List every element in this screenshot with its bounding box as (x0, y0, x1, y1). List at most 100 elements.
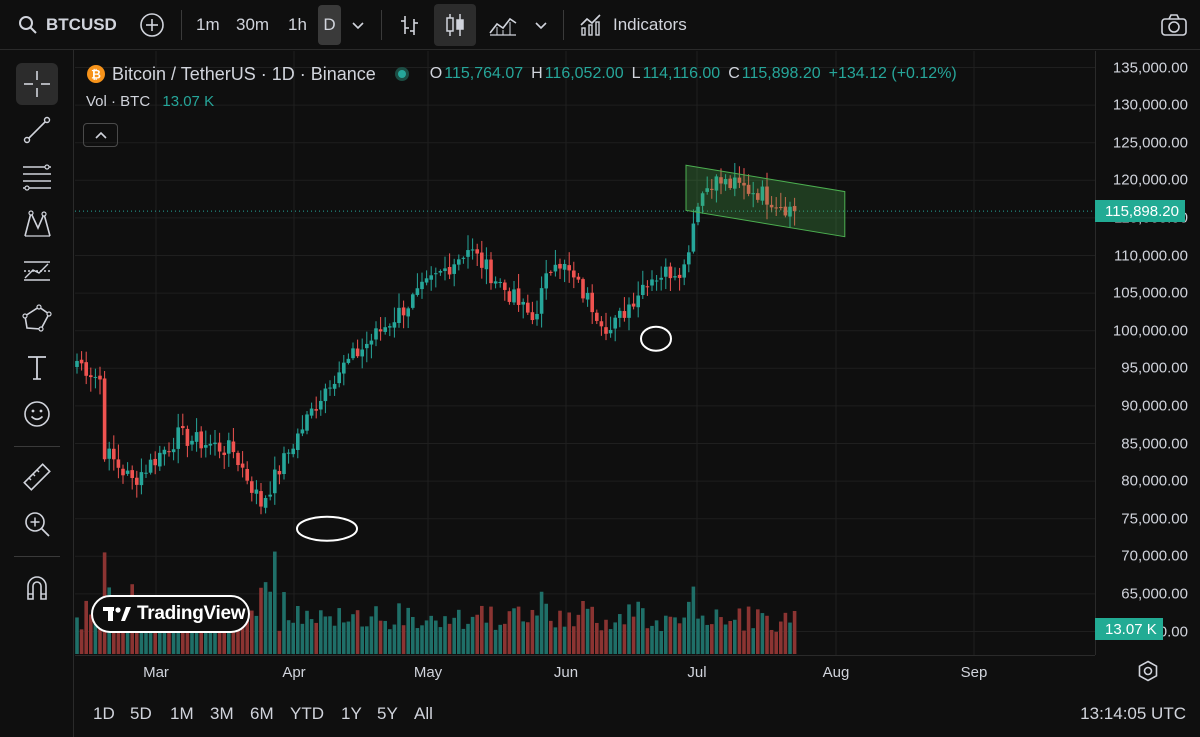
candle-body[interactable] (342, 362, 346, 374)
parallel-channel-drawing[interactable] (685, 164, 846, 238)
candle-body[interactable] (130, 470, 134, 479)
candle-body[interactable] (98, 375, 102, 380)
candle-body[interactable] (148, 459, 153, 473)
candle-body[interactable] (388, 326, 392, 328)
candle-body[interactable] (631, 303, 636, 307)
candle-body[interactable] (158, 452, 162, 467)
candle-body[interactable] (369, 340, 374, 345)
range-all[interactable]: All (414, 704, 433, 723)
candle-body[interactable] (751, 193, 755, 195)
zoom-tool[interactable] (16, 503, 58, 545)
range-1y[interactable]: 1Y (341, 704, 362, 723)
candle-body[interactable] (171, 449, 176, 453)
volume-legend[interactable]: Vol · BTC 13.07 K (86, 93, 214, 110)
pattern-tool[interactable] (16, 203, 58, 245)
candle-body[interactable] (75, 360, 79, 367)
candle-body[interactable] (553, 264, 558, 272)
candle-body[interactable] (121, 468, 125, 476)
candle-body[interactable] (710, 188, 714, 190)
candle-body[interactable] (194, 432, 199, 442)
candle-body[interactable] (618, 310, 622, 318)
candle-body[interactable] (319, 400, 323, 410)
candle-body[interactable] (650, 279, 654, 286)
candle-body[interactable] (79, 359, 84, 364)
candle-body[interactable] (282, 453, 286, 475)
candle-body[interactable] (636, 295, 640, 308)
candle-body[interactable] (539, 288, 544, 314)
candle-body[interactable] (622, 311, 627, 318)
range-1d[interactable]: 1D (93, 704, 115, 723)
candle-body[interactable] (512, 289, 516, 303)
candle-body[interactable] (204, 445, 208, 448)
candle-body[interactable] (470, 249, 475, 251)
candle-body[interactable] (415, 288, 420, 295)
candle-body[interactable] (153, 458, 157, 466)
candle-body[interactable] (139, 472, 144, 486)
candle-body[interactable] (581, 279, 585, 299)
candle-body[interactable] (250, 481, 254, 493)
candle-body[interactable] (144, 472, 148, 474)
candle-body[interactable] (268, 494, 272, 497)
candle-body[interactable] (434, 273, 438, 275)
candle-body[interactable] (480, 252, 484, 268)
candle-body[interactable] (516, 288, 521, 305)
candle-body[interactable] (484, 259, 489, 270)
candle-body[interactable] (420, 281, 424, 290)
candle-body[interactable] (719, 177, 723, 184)
candle-body[interactable] (323, 388, 328, 402)
candle-body[interactable] (351, 348, 355, 359)
candle-body[interactable] (700, 193, 705, 206)
candle-body[interactable] (305, 414, 309, 431)
candle-body[interactable] (102, 378, 107, 460)
candle-body[interactable] (222, 452, 226, 455)
price-axis[interactable]: 135,000.00 130,000.00 125,000.00 120,000.00… (1095, 51, 1200, 655)
candle-body[interactable] (733, 177, 737, 189)
candle-body[interactable] (401, 307, 406, 316)
candle-body[interactable] (769, 204, 774, 208)
crosshair-tool[interactable] (16, 63, 58, 105)
chart-style-dropdown[interactable] (534, 0, 548, 50)
candle-body[interactable] (185, 428, 190, 446)
candle-body[interactable] (259, 491, 263, 507)
candle-body[interactable] (475, 249, 479, 254)
candle-body[interactable] (135, 477, 139, 485)
magnet-tool[interactable] (16, 567, 58, 609)
candle-body[interactable] (346, 358, 351, 363)
range-5d[interactable]: 5D (130, 704, 152, 723)
candle-chart-style-button[interactable] (434, 4, 476, 46)
measure-tool[interactable] (16, 456, 58, 498)
candle-body[interactable] (558, 263, 562, 269)
timeframe-30m[interactable]: 30m (236, 15, 270, 34)
time-axis[interactable]: Mar Apr May Jun Jul Aug Sep (75, 655, 1095, 691)
candle-body[interactable] (664, 266, 668, 277)
tradingview-logo[interactable]: TradingView (91, 595, 250, 633)
candle-body[interactable] (273, 469, 277, 494)
candle-body[interactable] (397, 307, 401, 323)
april-low-circle-drawing[interactable] (296, 515, 358, 542)
candle-body[interactable] (677, 274, 682, 278)
candle-body[interactable] (613, 317, 617, 329)
candle-body[interactable] (498, 282, 502, 284)
indicators-button[interactable]: Indicators (578, 0, 687, 50)
candle-body[interactable] (521, 301, 525, 305)
candle-body[interactable] (112, 448, 116, 460)
candle-body[interactable] (236, 452, 240, 466)
candle-body[interactable] (595, 312, 599, 321)
candle-body[interactable] (687, 252, 691, 265)
candle-body[interactable] (392, 322, 397, 328)
candle-body[interactable] (240, 463, 245, 468)
candle-body[interactable] (227, 440, 231, 454)
candle-body[interactable] (705, 188, 709, 192)
candle-body[interactable] (309, 408, 314, 416)
candle-body[interactable] (682, 264, 686, 278)
chart-pane[interactable] (75, 51, 1095, 655)
candle-body[interactable] (406, 308, 410, 317)
series-title[interactable]: Bitcoin / TetherUS · 1D · Binance (112, 63, 376, 84)
candle-body[interactable] (576, 276, 581, 280)
candle-body[interactable] (728, 178, 732, 188)
candle-body[interactable] (461, 257, 466, 259)
candle-body[interactable] (355, 348, 360, 357)
candle-body[interactable] (254, 489, 259, 494)
compare-symbol-button[interactable] (136, 0, 168, 50)
candle-body[interactable] (585, 292, 590, 300)
